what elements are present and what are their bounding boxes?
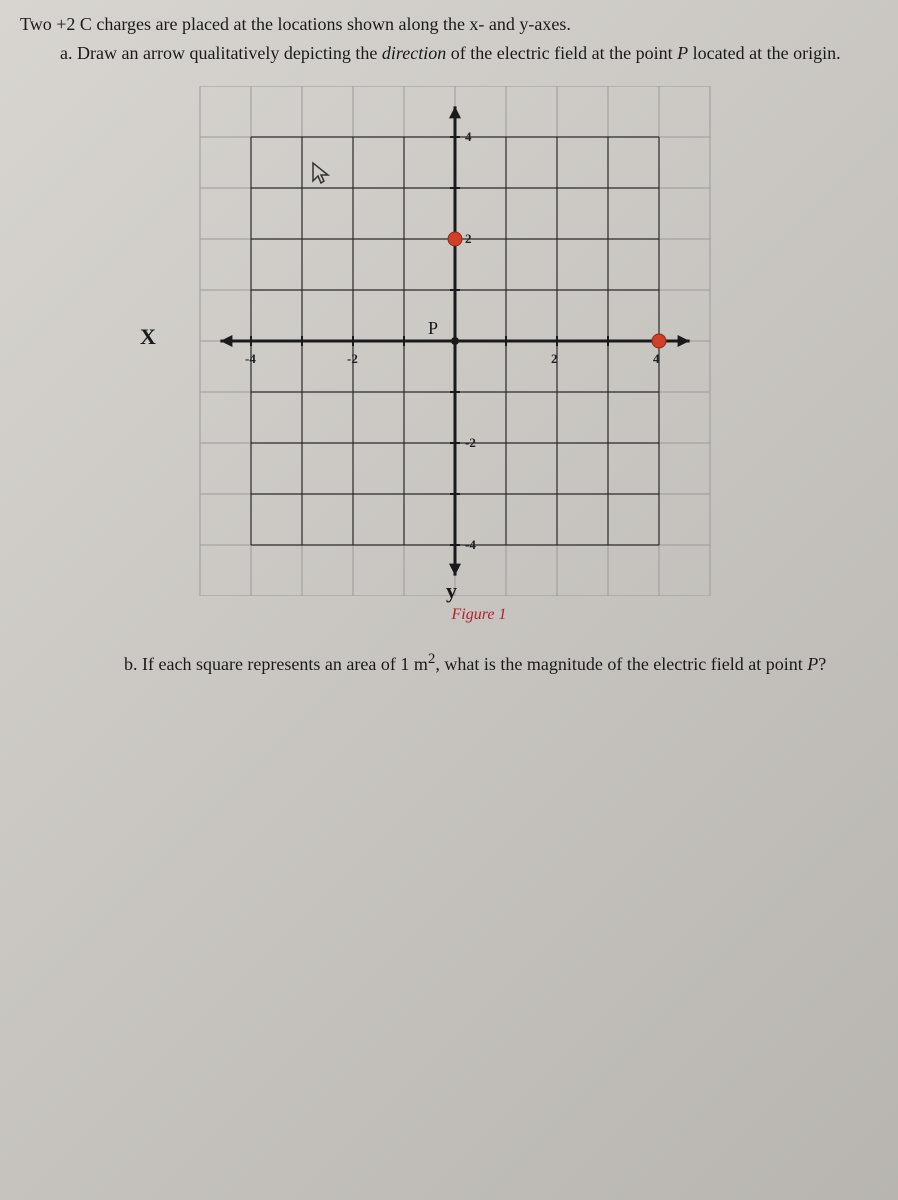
y-axis-label: y [446,578,457,604]
graph-container: X y P 42-2-4-4-224 [150,86,770,596]
part-a-text1: Draw an arrow qualitatively depicting th… [77,43,382,63]
part-a-text2: of the electric field at the point [446,43,677,63]
y-tick-label: 4 [465,129,472,145]
figure-caption: Figure 1 [80,606,878,624]
part-b-prefix: b. [124,654,142,674]
part-b-text2: , what is the magnitude of the electric … [435,654,807,674]
y-tick-label: -4 [465,537,476,553]
question-intro: Two +2 C charges are placed at the locat… [20,12,878,37]
part-a: a. Draw an arrow qualitatively depicting… [60,41,878,66]
x-tick-label: -2 [347,351,358,367]
x-axis-label: X [140,324,156,350]
part-b-text1: If each square represents an area of 1 m [142,654,428,674]
p-label: P [428,318,438,339]
y-tick-label: 2 [465,231,472,247]
part-b: b. If each square represents an area of … [120,648,848,678]
part-b-italic: P [807,654,818,674]
x-tick-label: 4 [653,351,660,367]
part-a-prefix: a. [60,43,77,63]
coordinate-grid [150,86,770,596]
y-tick-label: -2 [465,435,476,451]
part-a-italic: direction [382,43,446,63]
part-a-text3: located at the origin. [688,43,840,63]
x-tick-label: -4 [245,351,256,367]
x-tick-label: 2 [551,351,558,367]
part-b-text3: ? [818,654,826,674]
part-a-p: P [677,43,688,63]
